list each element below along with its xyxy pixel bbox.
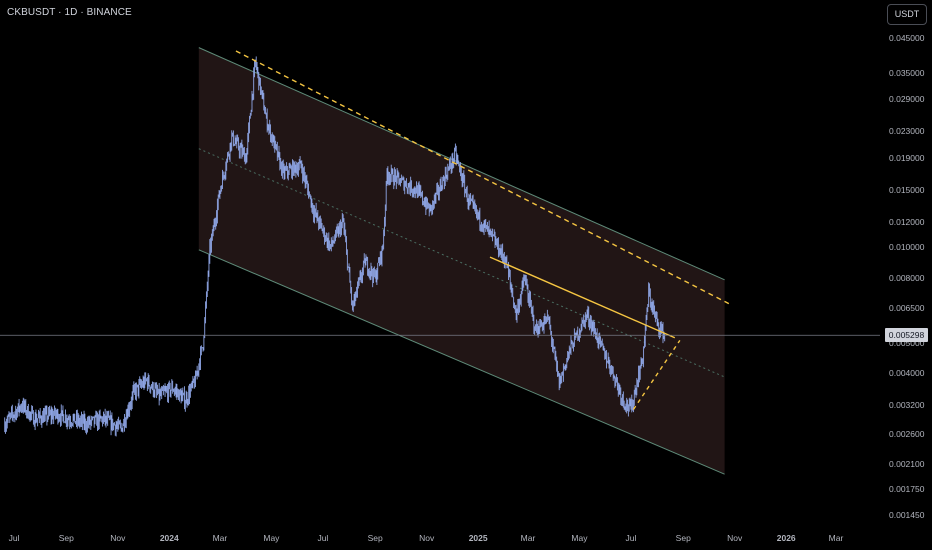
last-price-tag: 0.005298 [885,328,928,343]
y-tick-label: 0.045000 [889,33,925,43]
y-tick-label: 0.001450 [889,510,925,520]
x-tick-label: Sep [59,533,74,543]
x-tick-label: 2026 [777,533,796,543]
y-tick-label: 0.003200 [889,400,925,410]
channel-midline[interactable] [198,148,725,378]
price-axis[interactable]: 0.045000 0.035000 0.029000 0.023000 0.019000… [889,33,925,520]
x-tick-label: Nov [727,533,743,543]
y-tick-label: 0.019000 [889,153,925,163]
y-tick-label: 0.002600 [889,429,925,439]
trendline-solid[interactable] [489,256,676,339]
x-tick-label: Mar [521,533,536,543]
channel-fill [198,47,725,475]
channel-upper-line[interactable] [198,47,725,281]
x-tick-label: Jul [625,533,636,543]
x-tick-label: May [263,533,280,543]
currency-button[interactable]: USDT [887,4,927,25]
x-tick-label: Mar [213,533,228,543]
candles-series [4,56,666,437]
symbol-label[interactable]: CKBUSDT · 1D · BINANCE [7,7,132,18]
x-tick-label: Mar [829,533,844,543]
y-tick-label: 0.006500 [889,303,925,313]
y-tick-label: 0.001750 [889,484,925,494]
y-tick-label: 0.004000 [889,368,925,378]
time-axis[interactable]: Jul Sep Nov 2024 Mar May Jul Sep Nov 2025 Mar May Ju… [9,533,844,543]
x-tick-label: 2025 [469,533,488,543]
x-tick-label: Sep [368,533,383,543]
x-tick-label: Jul [317,533,328,543]
y-tick-label: 0.008000 [889,273,925,283]
resistance-dashed-line[interactable] [235,50,730,305]
y-tick-label: 0.035000 [889,68,925,78]
x-tick-label: Jul [9,533,20,543]
x-tick-label: Nov [419,533,435,543]
y-tick-label: 0.005000 [889,338,925,348]
y-tick-label: 0.029000 [889,94,925,104]
x-tick-label: May [571,533,588,543]
trend-drawings[interactable] [235,50,730,410]
y-tick-label: 0.012000 [889,217,925,227]
descending-channel[interactable] [198,47,725,475]
y-tick-label: 0.010000 [889,242,925,252]
x-tick-label: 2024 [160,533,179,543]
x-tick-label: Nov [110,533,126,543]
channel-lower-line[interactable] [198,249,725,475]
support-dashed-line[interactable] [632,339,681,410]
y-tick-label: 0.015000 [889,185,925,195]
y-tick-label: 0.002100 [889,459,925,469]
y-tick-label: 0.023000 [889,126,925,136]
x-tick-label: Sep [676,533,691,543]
